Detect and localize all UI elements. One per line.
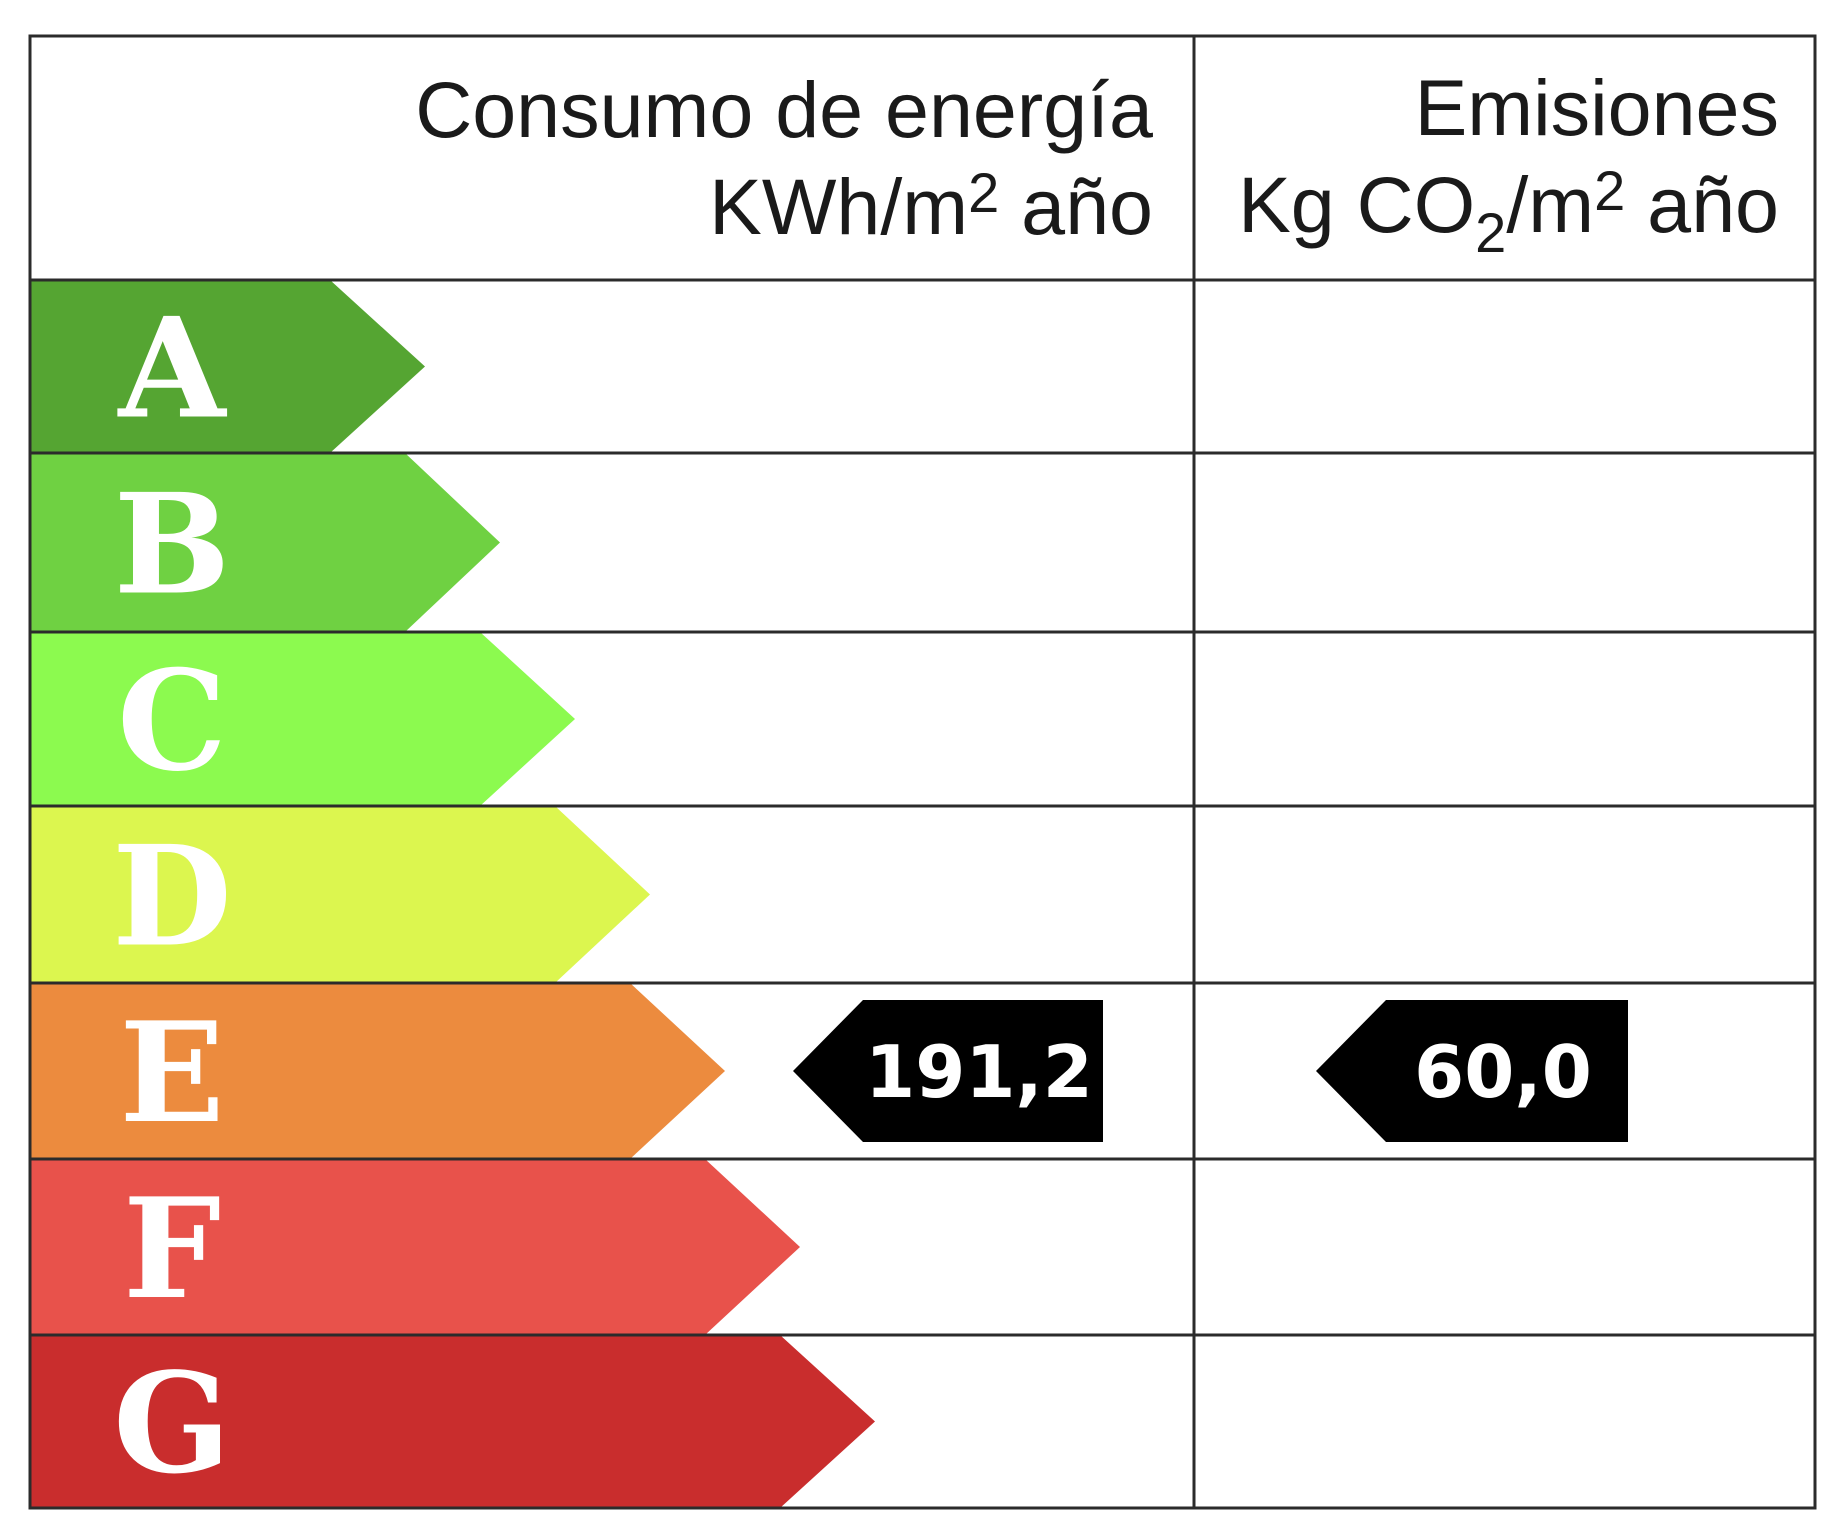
energy-header-unit: KWh/m2 año xyxy=(709,161,1153,251)
grade-letter-a: A xyxy=(116,287,227,450)
grade-letter-d: D xyxy=(112,815,232,978)
emissions-value-indicator: 60,0 xyxy=(1316,1000,1628,1142)
emissions-value-indicator-shape xyxy=(1316,1000,1628,1142)
grade-arrow-g xyxy=(30,1335,875,1508)
emissions-header-unit: Kg CO2/m2 año xyxy=(1238,159,1779,264)
grade-row-c: C xyxy=(30,632,575,806)
grade-letter-c: C xyxy=(117,639,227,802)
grade-row-b: B xyxy=(30,453,500,632)
table-border xyxy=(28,34,1817,1510)
table-grid xyxy=(28,34,1817,1510)
grade-arrow-c xyxy=(30,632,575,806)
grade-arrow-f xyxy=(30,1159,800,1335)
grade-letter-g: G xyxy=(113,1342,231,1505)
emissions-header: Emisiones Kg CO2/m2 año xyxy=(1238,63,1779,264)
grade-arrow-d xyxy=(30,806,650,983)
grade-letter-f: F xyxy=(123,1167,221,1330)
energy-value-indicator-shape xyxy=(793,1000,1103,1142)
grade-arrow-b xyxy=(30,453,500,632)
energy-value-indicator: 191,2 xyxy=(793,1000,1103,1142)
grade-row-e: E xyxy=(30,983,725,1159)
rating-indicators: 191,2 60,0 xyxy=(793,1000,1628,1142)
grade-row-g: G xyxy=(30,1335,875,1508)
grade-letter-e: E xyxy=(119,991,224,1154)
energy-header-title: Consumo de energía xyxy=(415,65,1153,154)
energy-header: Consumo de energía KWh/m2 año xyxy=(415,65,1153,251)
emissions-value-indicator-value: 60,0 xyxy=(1414,1030,1592,1114)
energy-value-indicator-value: 191,2 xyxy=(865,1030,1093,1114)
grade-row-f: F xyxy=(30,1159,800,1335)
grade-row-a: A xyxy=(30,280,425,453)
grade-arrow-a xyxy=(30,280,425,453)
grade-letter-b: B xyxy=(114,463,231,626)
grade-row-d: D xyxy=(30,806,650,983)
emissions-header-title: Emisiones xyxy=(1415,63,1779,152)
grade-arrow-e xyxy=(30,983,725,1159)
